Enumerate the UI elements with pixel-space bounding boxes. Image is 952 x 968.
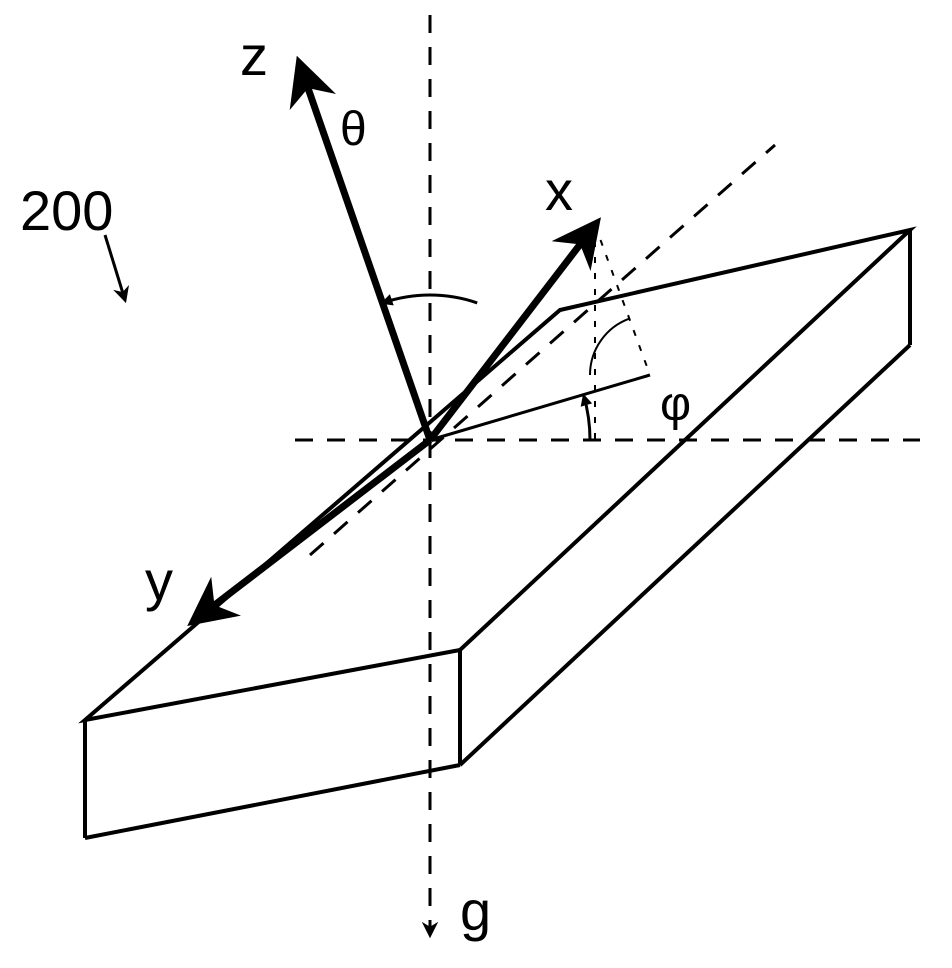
box-bottom-front-edge — [85, 765, 460, 838]
y-axis — [195, 440, 430, 620]
g-label: g — [460, 879, 491, 942]
phi-angle-arc — [584, 396, 590, 440]
x-axis-label: x — [545, 159, 573, 222]
x-shadow-on-top-face — [430, 375, 650, 440]
ref-x-projection-dashed — [310, 145, 775, 555]
y-axis-label: y — [145, 549, 173, 612]
theta-angle-arc — [383, 295, 477, 303]
phi-label: φ — [660, 378, 691, 431]
z-axis-label: z — [240, 24, 268, 87]
figure-ref-arrow — [105, 235, 125, 300]
figure-ref-label: 200 — [20, 179, 113, 242]
x-axis — [430, 225, 595, 440]
coordinate-system-diagram: 200 z x y g θ φ — [0, 0, 952, 968]
small-top-angle-arc — [590, 319, 629, 375]
theta-label: θ — [340, 103, 367, 156]
box-top-face — [85, 230, 910, 720]
